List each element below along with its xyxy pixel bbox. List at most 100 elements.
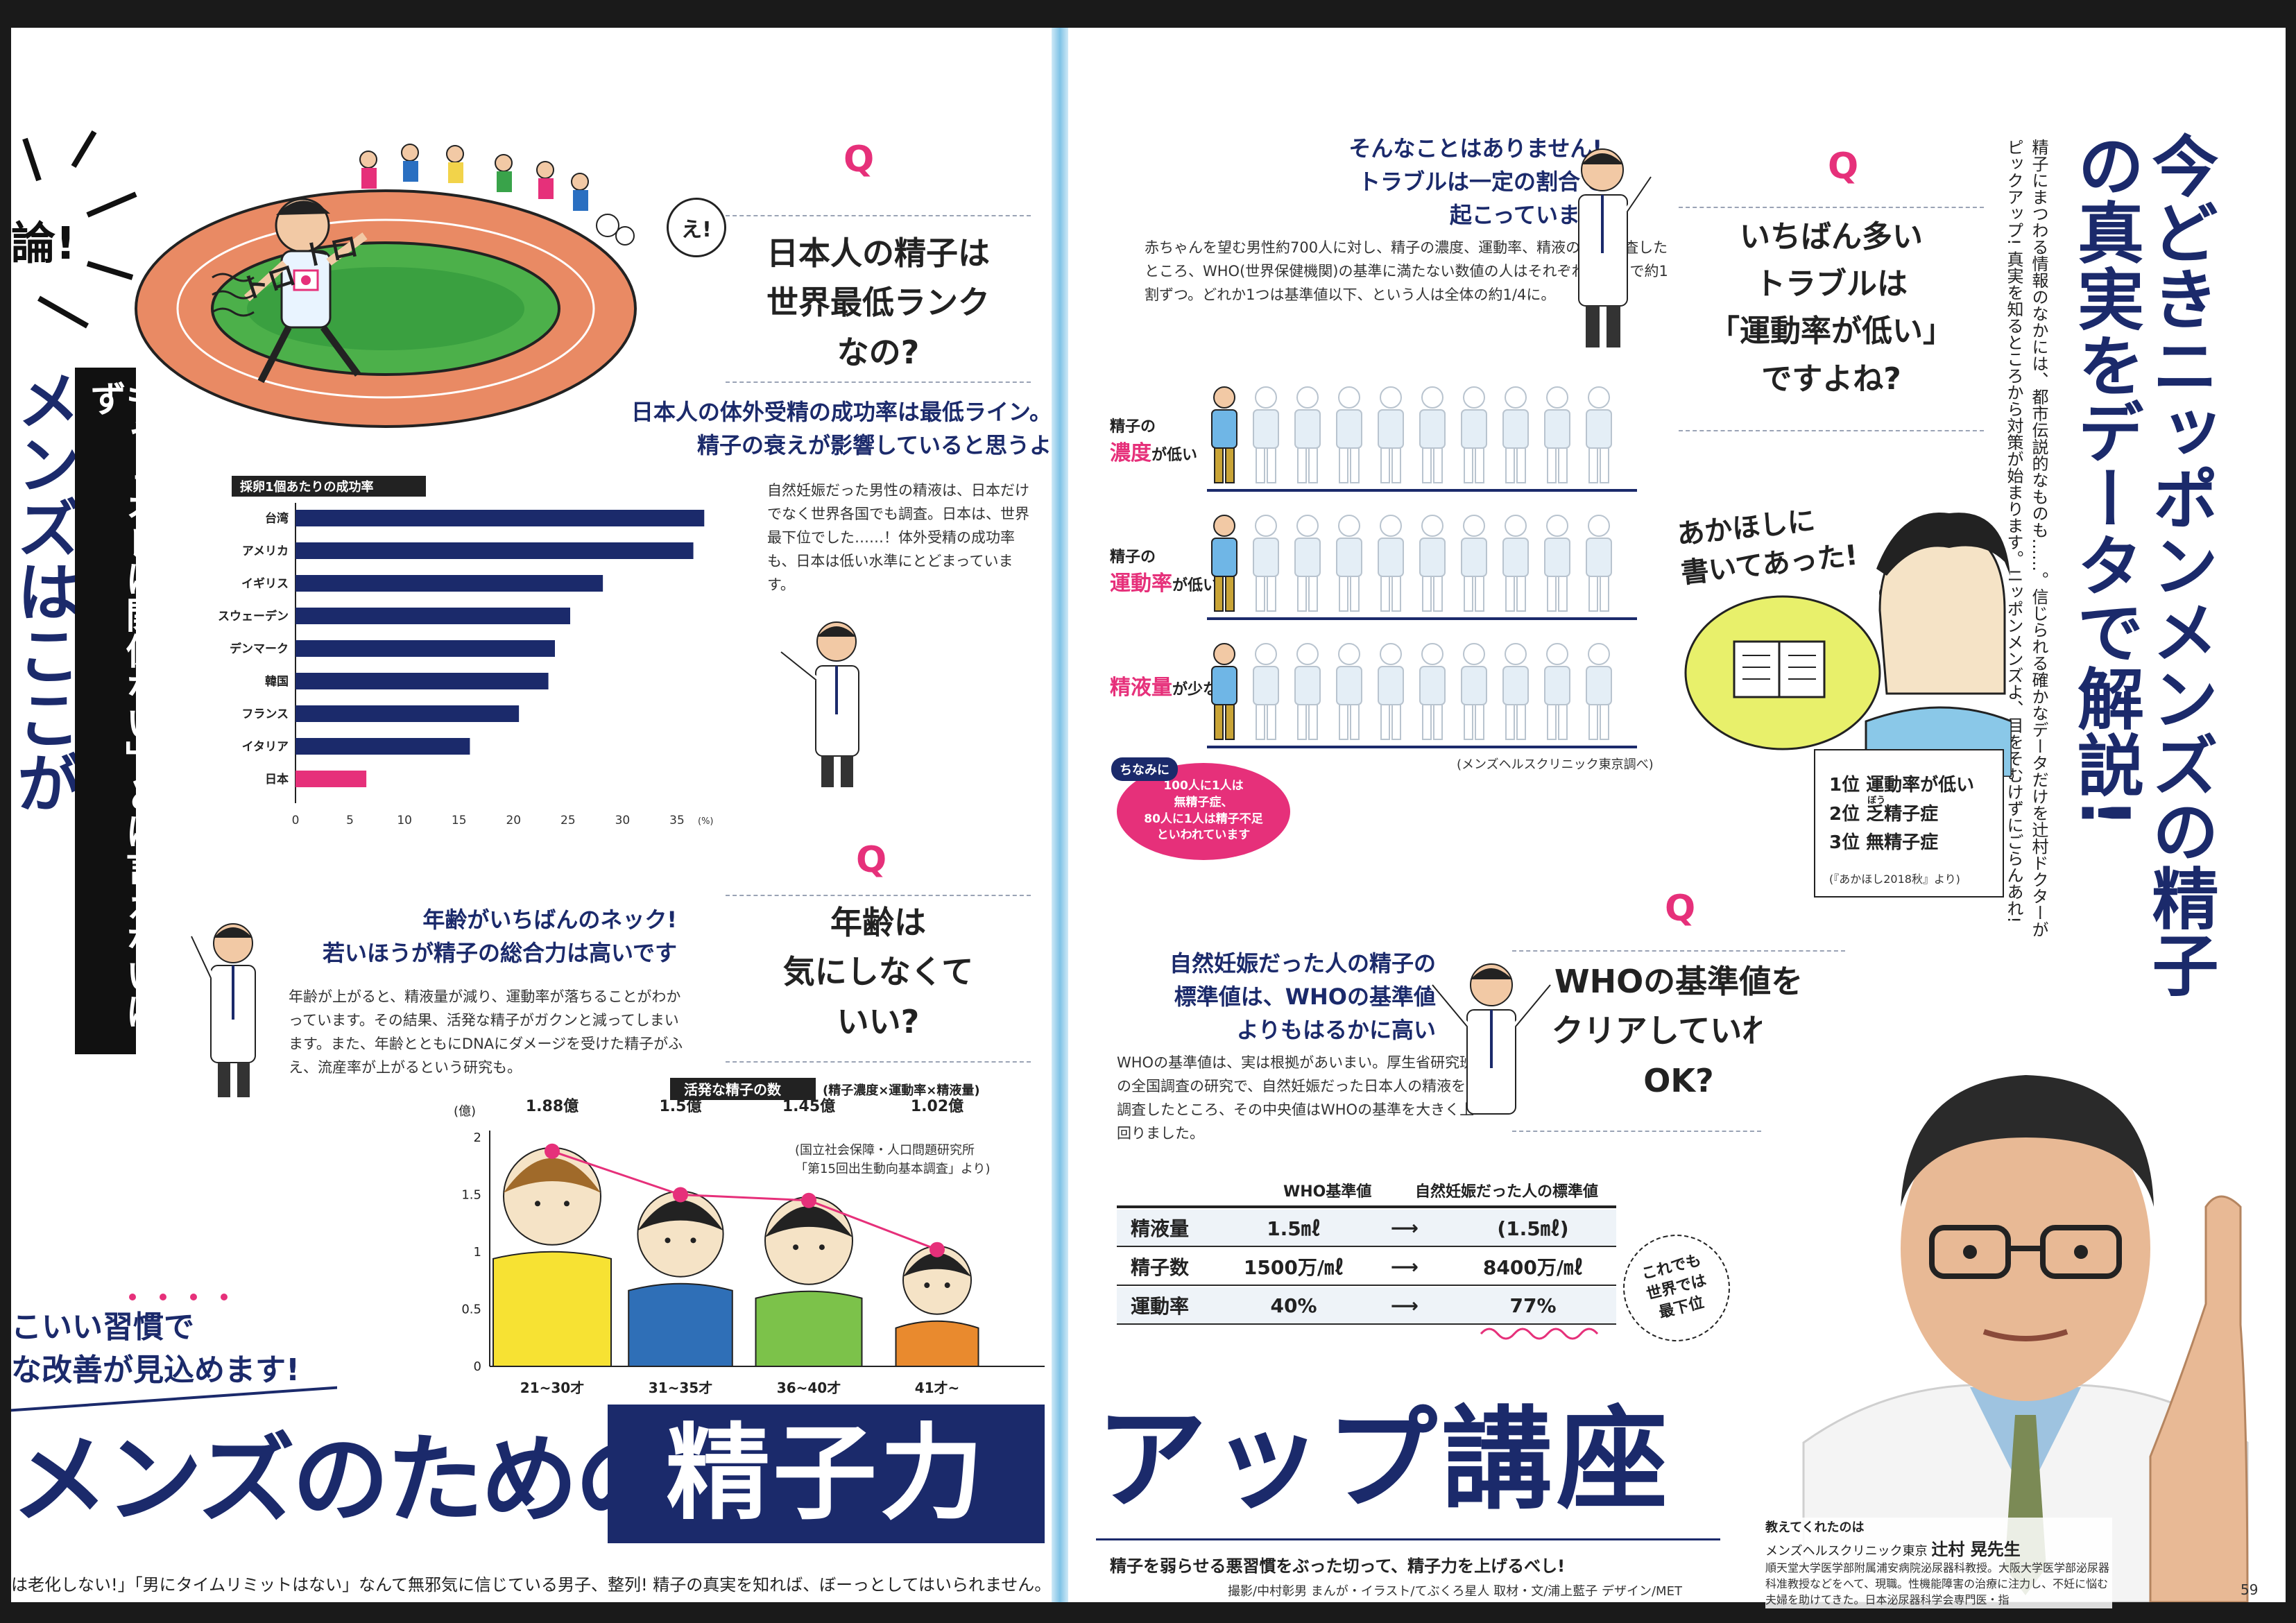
table-arrow: ⟶ bbox=[1390, 1294, 1419, 1317]
line-category-label: 31~35才 bbox=[649, 1380, 712, 1396]
figure-leg bbox=[1308, 704, 1318, 740]
bottom-caption-left: は老化しない!」「男にタイムリミットはない」なんて無邪気に信じている男子、整列!… bbox=[11, 1575, 1052, 1595]
figure-leg bbox=[1308, 447, 1318, 483]
ranking-item-3: 3位 無精子症 bbox=[1829, 832, 1939, 854]
person-figure bbox=[1211, 386, 1237, 483]
figure-head bbox=[1255, 643, 1277, 665]
figure-body bbox=[1586, 409, 1612, 449]
person-figure bbox=[1502, 515, 1529, 612]
trivia-tag: ちなみに bbox=[1111, 757, 1178, 781]
q3-divider-top bbox=[1679, 207, 1984, 208]
figure-leg bbox=[1214, 447, 1224, 483]
figure-leg bbox=[1505, 447, 1515, 483]
q1-body: 自然妊娠だった男性の精液は、日本だけでなく世界各国でも調査。日本は、世界最下位で… bbox=[767, 482, 1029, 594]
figure-head bbox=[1296, 515, 1319, 537]
figure-head bbox=[1546, 643, 1568, 665]
bar bbox=[295, 575, 603, 592]
figure-leg bbox=[1391, 447, 1401, 483]
tagline-box: もう「オレは関係ない」とは言えないはず bbox=[75, 368, 161, 1054]
figure-leg bbox=[1588, 447, 1598, 483]
bar-tick-label: 10 bbox=[397, 814, 412, 827]
vertical-headline: 今どきニッポンメンズの精子の真実をデータで解説! bbox=[2066, 132, 2219, 997]
bar-label: 日本 bbox=[265, 772, 289, 787]
person-hair bbox=[637, 1200, 723, 1231]
bar bbox=[295, 771, 367, 787]
figure-head bbox=[1380, 643, 1402, 665]
table-row: 精液量 1.5㎖ ⟶ (1.5㎖) bbox=[1117, 1210, 1616, 1247]
figure-leg bbox=[1308, 576, 1318, 612]
figure-head bbox=[1213, 515, 1235, 537]
line-category-label: 21~30才 bbox=[520, 1380, 584, 1396]
figure-head bbox=[1588, 643, 1610, 665]
figure-body bbox=[1211, 666, 1237, 705]
figure-head bbox=[1463, 386, 1485, 409]
person-eye bbox=[535, 1201, 540, 1207]
figure-leg bbox=[1350, 447, 1360, 483]
q2-mark: Q bbox=[856, 839, 887, 881]
person-eye bbox=[690, 1237, 696, 1244]
person-figure bbox=[1544, 643, 1570, 740]
figure-leg bbox=[1464, 447, 1473, 483]
person-figure bbox=[1211, 643, 1237, 740]
pink-squiggle bbox=[1480, 1328, 1599, 1340]
bar-tick-label: 15 bbox=[452, 814, 467, 827]
figure-leg bbox=[1391, 576, 1401, 612]
person-figure bbox=[1378, 515, 1404, 612]
q2-divider-top bbox=[726, 895, 1031, 896]
q1-title: 日本人の精子は 世界最低ランク なの? bbox=[766, 234, 990, 371]
person-body bbox=[492, 1251, 612, 1367]
q1-mark: Q bbox=[843, 139, 875, 180]
figure-body bbox=[1502, 666, 1529, 705]
person-figure bbox=[1294, 515, 1321, 612]
ruby-bou: ぼう bbox=[1867, 795, 1886, 806]
person-figure bbox=[1502, 386, 1529, 483]
trivia-text: 100人に1人は 無精子症、 80人に1人は精子不足 といわれています bbox=[1144, 779, 1263, 843]
line-chart-subtitle: (精子濃度×運動率×精液量) bbox=[823, 1083, 980, 1098]
picto-row-2-label: 精子の 運動率が低い bbox=[1110, 549, 1219, 596]
doctor-photo bbox=[1762, 999, 2286, 1602]
figure-leg bbox=[1391, 704, 1401, 740]
figure-leg bbox=[1433, 704, 1443, 740]
line-category-label: 41才~ bbox=[915, 1380, 960, 1396]
figure-head bbox=[1213, 643, 1235, 665]
line-tick-label: 0 bbox=[474, 1359, 481, 1374]
figure-head bbox=[1421, 643, 1443, 665]
figure-head bbox=[1380, 515, 1402, 537]
figure-body bbox=[1336, 666, 1362, 705]
pictogram-chart: 精子の 濃度が低い 精子の 運動率が低い 精液量が少ない bbox=[1110, 375, 1637, 749]
figure-leg bbox=[1516, 447, 1526, 483]
bar bbox=[295, 705, 520, 722]
figure-leg bbox=[1422, 447, 1432, 483]
q1-answer: 日本人の体外受精の成功率は最低ライン。 精子の衰えが影響していると思うよ bbox=[631, 399, 1052, 458]
person-figure bbox=[1378, 386, 1404, 483]
figure-leg bbox=[1558, 704, 1568, 740]
person-figure bbox=[1378, 643, 1404, 740]
q3-mark: Q bbox=[1828, 146, 1859, 187]
figure-leg bbox=[1464, 704, 1473, 740]
bar-label: デンマーク bbox=[230, 642, 289, 656]
figure-leg bbox=[1267, 576, 1276, 612]
q4-divider-bottom bbox=[1512, 1131, 1845, 1132]
doctor-name: 辻村 晃先生 bbox=[1931, 1540, 2021, 1559]
figure-leg bbox=[1380, 576, 1390, 612]
figure-head bbox=[1421, 386, 1443, 409]
person-eye bbox=[793, 1244, 799, 1251]
who-comparison-table: WHO基準値 自然妊娠だった人の標準値 精液量 1.5㎖ ⟶ (1.5㎖) 精子… bbox=[1117, 1179, 1630, 1346]
line-tick-label: 1 bbox=[474, 1245, 481, 1260]
headline-fragment-top: 論! bbox=[11, 218, 76, 270]
burst-lines bbox=[22, 130, 137, 329]
q4-divider-top bbox=[1512, 950, 1845, 952]
person-body bbox=[628, 1282, 733, 1367]
person-figure bbox=[1253, 386, 1279, 483]
figure-leg bbox=[1225, 704, 1235, 740]
figure-body bbox=[1544, 409, 1570, 449]
person-eye bbox=[924, 1282, 930, 1289]
person-figure bbox=[1336, 386, 1362, 483]
bar-tick-label: 0 bbox=[292, 814, 300, 827]
figure-leg bbox=[1588, 576, 1598, 612]
figure-leg bbox=[1297, 447, 1307, 483]
line-value-label: 1.45億 bbox=[782, 1097, 835, 1115]
q1-divider-top bbox=[726, 215, 1031, 216]
banner-dots bbox=[129, 1294, 228, 1300]
table-row: 精子数 1500万/㎖ ⟶ 8400万/㎖ bbox=[1117, 1248, 1616, 1286]
